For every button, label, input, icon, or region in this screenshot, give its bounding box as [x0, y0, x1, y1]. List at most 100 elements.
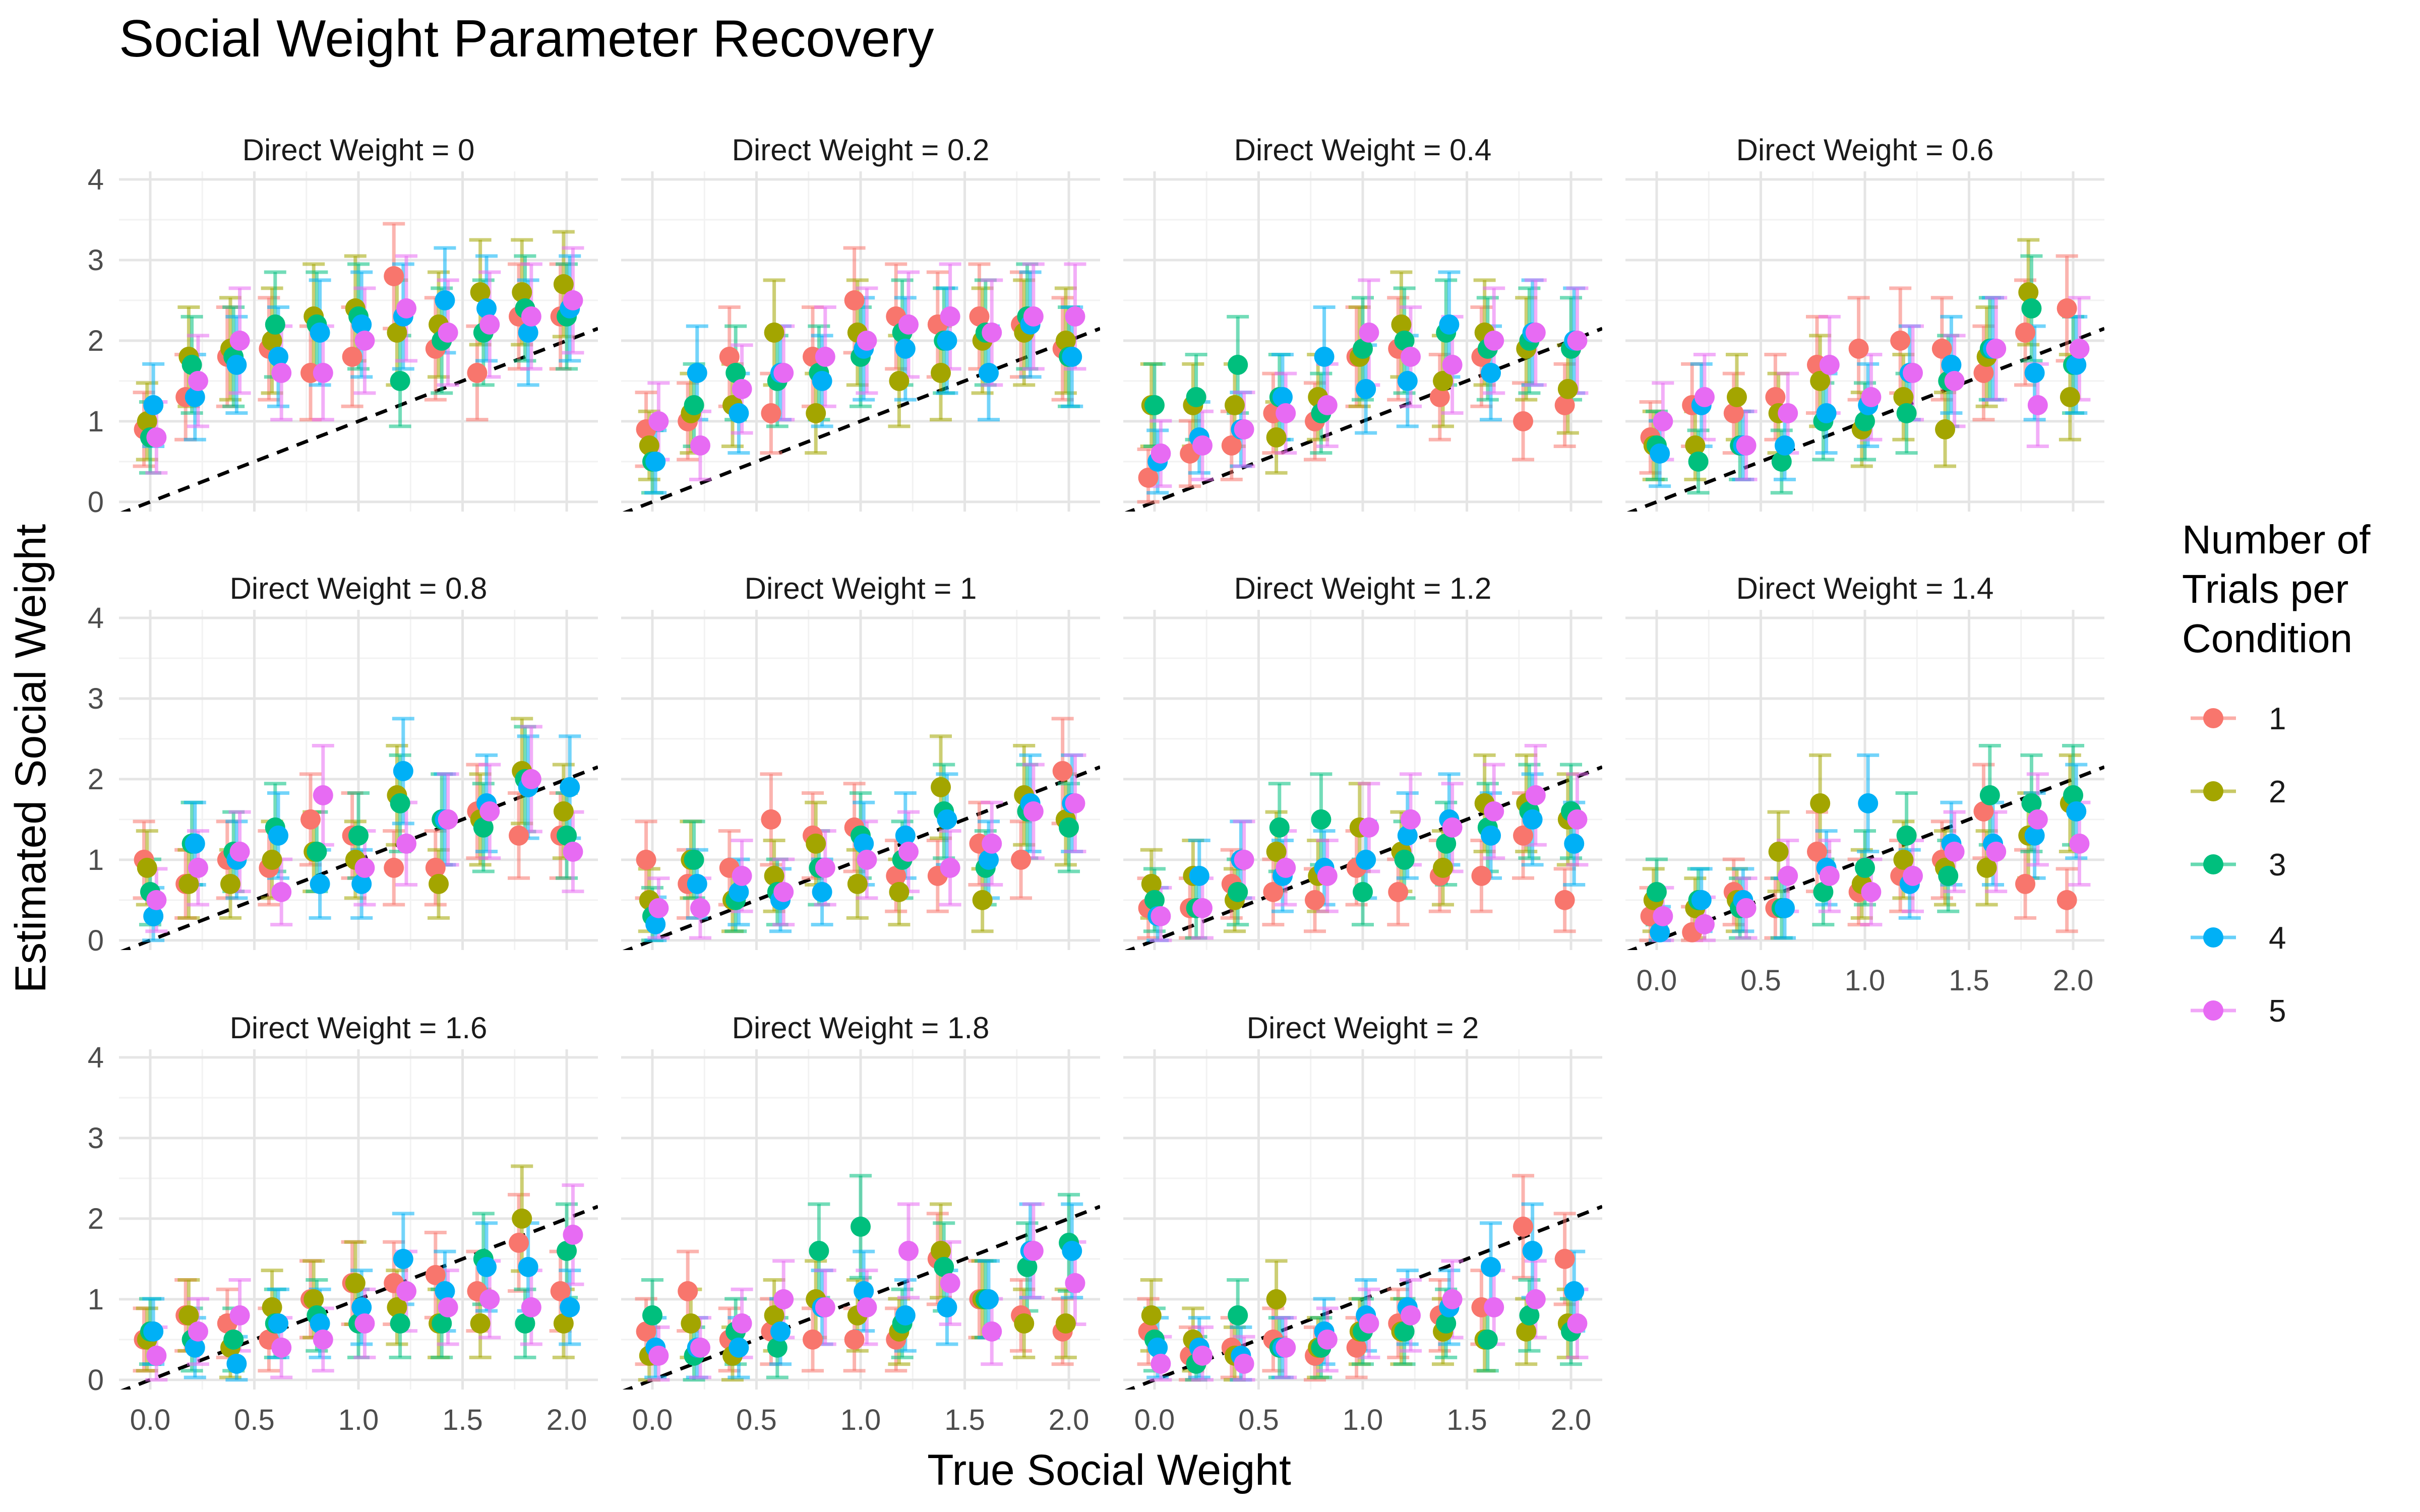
data-point	[229, 330, 250, 351]
data-point	[560, 1297, 580, 1317]
data-point	[1819, 354, 1840, 375]
facet-panel: Direct Weight = 2 0.0 0.5 1.0 1.5 2.0	[1123, 1011, 1602, 1436]
data-point	[815, 346, 835, 367]
data-point	[2015, 322, 2036, 343]
data-point	[1353, 338, 1373, 359]
data-point	[268, 825, 288, 846]
data-point	[678, 1281, 698, 1301]
data-point	[729, 881, 749, 902]
data-point	[1266, 1289, 1287, 1309]
facet-panel: Direct Weight = 0.8 0 1 2 3 4	[88, 572, 598, 957]
data-point	[1394, 849, 1415, 870]
data-point	[648, 411, 669, 431]
panel-plot-area	[1124, 1174, 1602, 1390]
data-point	[271, 362, 292, 383]
data-point	[1014, 1313, 1035, 1334]
legend-label: 1	[2269, 702, 2286, 736]
data-point	[563, 841, 583, 862]
y-tick-label: 1	[88, 1283, 104, 1316]
legend-key-point	[2203, 927, 2223, 948]
x-tick-label: 0.0	[130, 1404, 171, 1436]
data-point	[1023, 801, 1044, 822]
data-point	[1522, 1240, 1543, 1261]
data-point	[857, 1297, 877, 1317]
data-point	[1564, 1281, 1585, 1301]
y-tick-label: 0	[88, 924, 104, 957]
data-point	[271, 881, 292, 902]
data-point	[354, 1313, 375, 1334]
data-point	[2021, 793, 2042, 813]
data-point	[1694, 914, 1715, 934]
data-point	[648, 898, 669, 918]
data-point	[313, 362, 333, 383]
data-point	[226, 354, 247, 375]
data-point	[639, 435, 659, 456]
data-point	[1653, 411, 1673, 431]
data-point	[1433, 857, 1454, 878]
data-point	[1513, 1216, 1534, 1237]
data-point	[342, 346, 362, 367]
data-point	[1481, 825, 1501, 846]
data-point	[1141, 1305, 1162, 1326]
data-point	[1778, 865, 1798, 886]
data-point	[396, 1281, 416, 1301]
data-point	[1305, 890, 1325, 910]
data-point	[1356, 379, 1376, 399]
x-tick-label: 2.0	[2053, 964, 2094, 997]
facet-strip-label: Direct Weight = 0.8	[230, 572, 488, 605]
data-point	[982, 833, 1002, 854]
data-point	[1359, 817, 1379, 838]
data-point	[438, 322, 458, 343]
data-point	[1484, 801, 1504, 822]
data-point	[1391, 314, 1412, 335]
data-point	[1819, 865, 1840, 886]
data-point	[1353, 881, 1373, 902]
y-tick-label: 3	[88, 1122, 104, 1155]
facet-panel: Direct Weight = 1.4 0.0 0.5 1.0 1.5 2.0	[1625, 572, 2104, 997]
facet-panel: Direct Weight = 0.6	[1625, 133, 2104, 512]
legend-label: 2	[2269, 775, 2286, 809]
data-point	[512, 282, 532, 302]
data-point	[1736, 435, 1757, 456]
data-point	[1858, 793, 1879, 813]
data-point	[690, 898, 710, 918]
data-point	[560, 777, 580, 797]
legend-label: 5	[2269, 994, 2286, 1029]
x-tick-label: 1.0	[338, 1404, 379, 1436]
data-point	[636, 849, 656, 870]
data-point	[476, 1256, 497, 1277]
data-point	[304, 1289, 324, 1309]
panel-plot-area	[120, 222, 598, 512]
data-point	[271, 1337, 292, 1358]
data-point	[1192, 435, 1213, 456]
data-point	[1765, 387, 1786, 407]
x-tick-label: 0.5	[1238, 1404, 1279, 1436]
x-tick-label: 1.5	[442, 1404, 483, 1436]
data-point	[729, 403, 749, 423]
data-point	[1554, 395, 1575, 415]
data-point	[1052, 761, 1073, 781]
data-point	[684, 849, 704, 870]
y-tick-label: 4	[88, 163, 104, 196]
data-point	[1138, 467, 1159, 488]
data-point	[648, 1345, 669, 1366]
data-point	[851, 1216, 871, 1237]
data-point	[2066, 354, 2087, 375]
data-point	[815, 1297, 835, 1317]
data-point	[1848, 338, 1869, 359]
data-point	[1723, 403, 1744, 423]
data-point	[854, 833, 874, 854]
data-point	[1935, 419, 1956, 439]
facet-strip-label: Direct Weight = 0	[243, 133, 475, 167]
data-point	[479, 314, 500, 335]
data-point	[725, 362, 746, 383]
data-point	[2066, 801, 2087, 822]
data-point	[188, 857, 208, 878]
facet-strip-label: Direct Weight = 1.4	[1736, 572, 1994, 605]
data-point	[387, 322, 407, 343]
panel-plot-area	[120, 717, 598, 950]
data-point	[313, 785, 333, 805]
data-point	[351, 1297, 372, 1317]
